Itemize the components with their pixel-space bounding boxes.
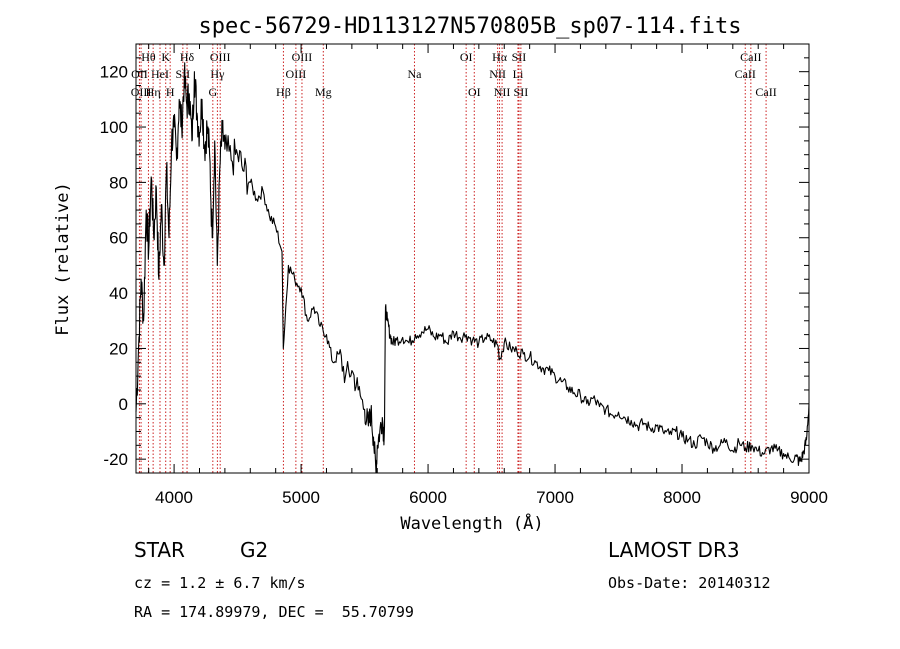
line-marker-label: CaII — [755, 85, 776, 99]
x-tick-label: 9000 — [790, 488, 828, 507]
y-tick-label: 40 — [109, 284, 128, 303]
object-class: STAR — [134, 538, 185, 562]
x-tick-label: 7000 — [536, 488, 574, 507]
line-marker-label: Hδ — [180, 50, 195, 64]
x-tick-label: 8000 — [663, 488, 701, 507]
line-marker-label: OIII — [210, 50, 231, 64]
line-marker-label: Na — [407, 67, 422, 81]
redshift-info: cz = 1.2 ± 6.7 km/s — [134, 574, 306, 592]
x-tick-label: 4000 — [155, 488, 193, 507]
survey-name: LAMOST DR3 — [608, 538, 740, 562]
line-marker-label: OII — [131, 67, 148, 81]
line-marker-label: NII — [489, 67, 506, 81]
line-marker-label: Hα — [492, 50, 508, 64]
x-axis-label: Wavelength (Å) — [400, 512, 543, 534]
chart-title: spec-56729-HD113127N570805B_sp07-114.fit… — [198, 14, 741, 39]
x-tick-label: 6000 — [409, 488, 447, 507]
line-marker-label: OIII — [286, 67, 307, 81]
line-marker-label: Hη — [146, 85, 161, 99]
coordinates: RA = 174.89979, DEC = 55.70799 — [134, 603, 414, 621]
axis-ticks: 4000 5000 6000 7000 8000 9000 -20 0 20 40 60 80 100 1… — [100, 44, 828, 507]
line-marker-label: SII — [176, 67, 191, 81]
line-marker-label: Hθ — [141, 50, 156, 64]
x-tick-label: 5000 — [282, 488, 320, 507]
line-marker-label: H — [166, 85, 175, 99]
line-marker-label: Hγ — [210, 67, 225, 81]
line-marker-label: OI — [460, 50, 473, 64]
plot-frame — [135, 43, 810, 474]
line-marker-label: Li — [513, 67, 524, 81]
spectrum-line — [135, 62, 810, 474]
line-marker-label: K — [161, 50, 170, 64]
y-tick-label: 100 — [100, 118, 128, 137]
y-tick-label: 60 — [109, 229, 128, 248]
obs-date: Obs-Date: 20140312 — [608, 574, 771, 592]
y-tick-label: 120 — [100, 63, 128, 82]
line-marker-label: SII — [512, 50, 527, 64]
y-tick-label: 0 — [119, 395, 128, 414]
y-tick-label: 80 — [109, 173, 128, 192]
line-marker-label: SII — [514, 85, 529, 99]
line-marker-label: G — [208, 85, 217, 99]
line-marker-label: CaII — [740, 50, 761, 64]
y-axis-label: Flux (relative) — [53, 182, 73, 336]
line-marker-label: OI — [468, 85, 481, 99]
line-marker-label: Hβ — [276, 85, 291, 99]
object-subclass: G2 — [240, 538, 269, 562]
y-tick-label: -20 — [103, 450, 128, 469]
line-marker-label: HeI — [151, 67, 169, 81]
line-marker-label: Mg — [315, 85, 332, 99]
line-marker-label: CaII — [735, 67, 756, 81]
line-marker-label: NII — [494, 85, 511, 99]
line-marker-label: OIII — [292, 50, 313, 64]
y-tick-label: 20 — [109, 339, 128, 358]
